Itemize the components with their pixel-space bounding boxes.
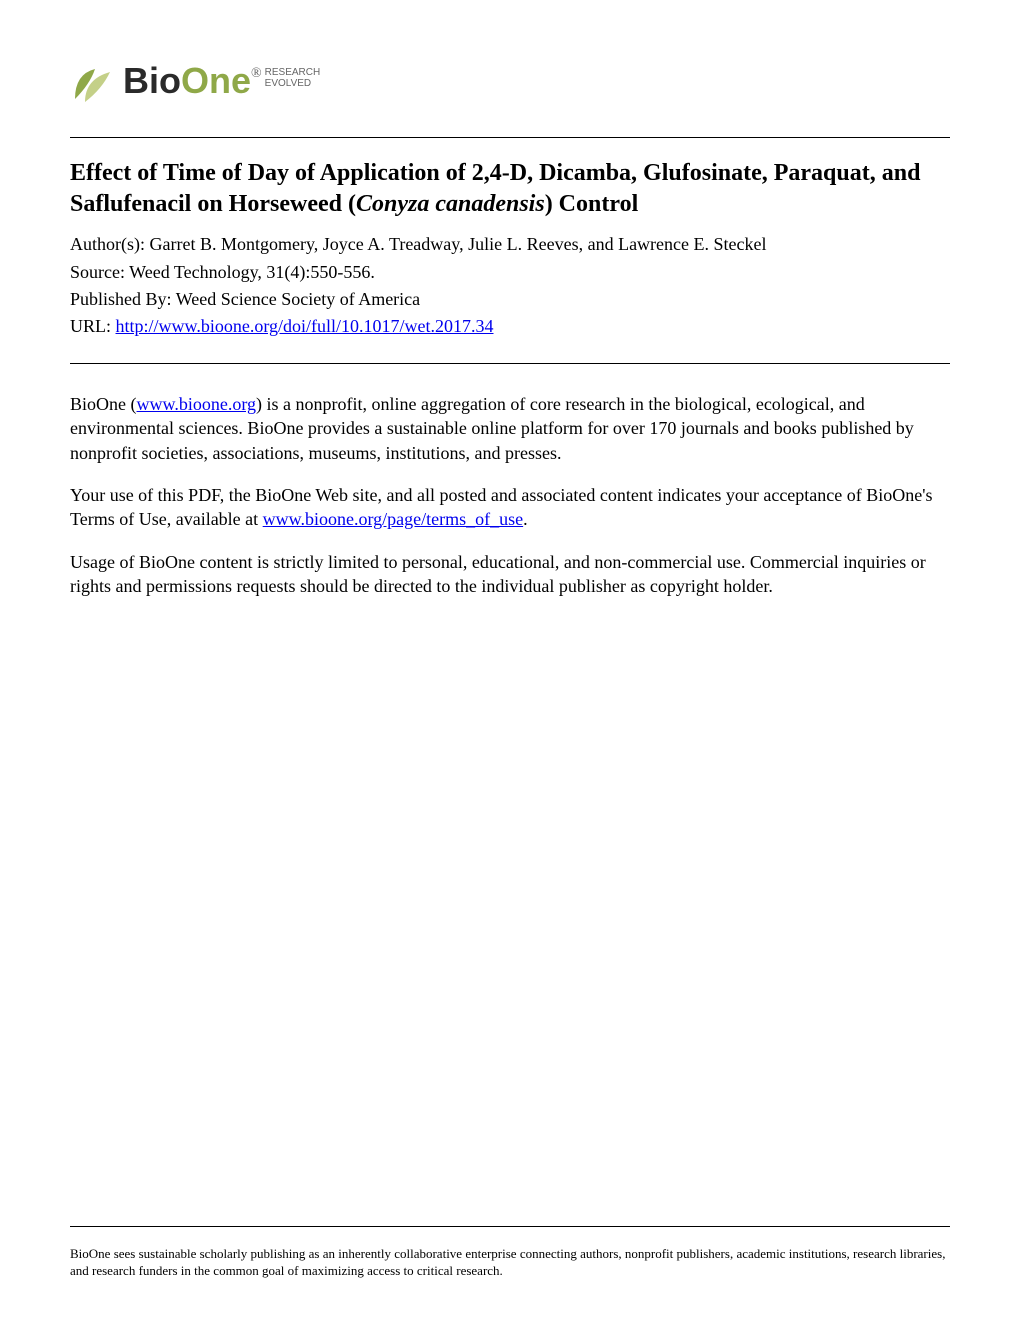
url-label: URL:: [70, 316, 116, 336]
authors-label: Author(s):: [70, 234, 150, 254]
logo-tagline: RESEARCH EVOLVED: [265, 67, 321, 89]
footer-text: BioOne sees sustainable scholarly publis…: [70, 1245, 950, 1280]
published-label: Published By:: [70, 289, 176, 309]
logo-text-bio: Bio: [123, 60, 181, 102]
logo-registered: ®: [251, 66, 262, 82]
para1-prefix: BioOne (: [70, 394, 137, 414]
authors-value: Garret B. Montgomery, Joyce A. Treadway,…: [150, 234, 767, 254]
article-title: Effect of Time of Day of Application of …: [70, 158, 950, 220]
published-line: Published By: Weed Science Society of Am…: [70, 287, 950, 312]
source-value: Weed Technology, 31(4):550-556.: [129, 262, 375, 282]
title-part2: ) Control: [545, 191, 639, 217]
source-line: Source: Weed Technology, 31(4):550-556.: [70, 260, 950, 285]
published-value: Weed Science Society of America: [176, 289, 420, 309]
logo-tagline-line1: RESEARCH: [265, 67, 321, 78]
logo-container: BioOne® RESEARCH EVOLVED: [70, 60, 950, 107]
logo-leaf-icon: [70, 64, 115, 104]
body-paragraph-2: Your use of this PDF, the BioOne Web sit…: [70, 483, 950, 532]
divider-top: [70, 137, 950, 138]
body-paragraph-3: Usage of BioOne content is strictly limi…: [70, 550, 950, 599]
para2-suffix: .: [523, 509, 528, 529]
bioone-logo: BioOne® RESEARCH EVOLVED: [70, 60, 950, 107]
divider-mid: [70, 363, 950, 364]
page-footer: BioOne sees sustainable scholarly publis…: [70, 1226, 950, 1280]
logo-text-one: One: [181, 60, 251, 102]
logo-tagline-line2: EVOLVED: [265, 78, 321, 89]
article-url-link[interactable]: http://www.bioone.org/doi/full/10.1017/w…: [116, 316, 494, 336]
source-label: Source:: [70, 262, 129, 282]
logo-text: BioOne® RESEARCH EVOLVED: [123, 60, 320, 107]
bioone-website-link[interactable]: www.bioone.org: [137, 394, 257, 414]
title-italic: Conyza canadensis: [356, 191, 545, 217]
body-paragraph-1: BioOne (www.bioone.org) is a nonprofit, …: [70, 392, 950, 465]
terms-of-use-link[interactable]: www.bioone.org/page/terms_of_use: [263, 509, 523, 529]
authors-line: Author(s): Garret B. Montgomery, Joyce A…: [70, 232, 950, 257]
url-line: URL: http://www.bioone.org/doi/full/10.1…: [70, 314, 950, 339]
footer-divider: [70, 1226, 950, 1227]
